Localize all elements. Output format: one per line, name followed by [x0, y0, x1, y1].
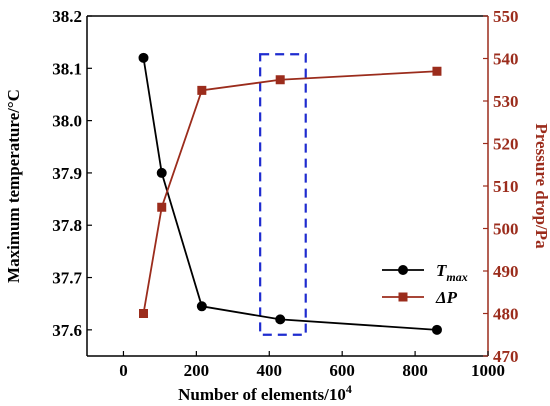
x-axis-title: Number of elements/104 — [178, 382, 352, 404]
y-right-tick-label: 480 — [493, 305, 519, 324]
y-right-tick-label: 550 — [493, 7, 519, 26]
tmax-data-point — [196, 301, 207, 312]
legend-marker-tmax — [398, 265, 408, 275]
x-tick-label: 800 — [402, 361, 428, 380]
plot-frame — [86, 15, 489, 357]
legend-label-dp: ΔP — [435, 288, 458, 307]
legend-marker-dp — [398, 292, 408, 302]
y-right-tick-label: 540 — [493, 50, 519, 69]
pressure-drop-data-point — [139, 309, 149, 318]
tmax-data-point — [156, 167, 167, 178]
y-left-tick-label: 38.1 — [52, 59, 82, 78]
x-axis-title-main: Number of elements/10 — [178, 385, 346, 404]
y-axis-left-title: Maximum temperature/°C — [4, 89, 23, 283]
y-left-tick-label: 37.6 — [52, 321, 82, 340]
tmax-data-point — [431, 324, 442, 335]
legend-label-tmax-main: T — [436, 261, 447, 280]
y-left-tick-label: 37.9 — [52, 164, 82, 183]
tmax-data-point — [275, 314, 286, 325]
x-tick-label: 200 — [184, 361, 210, 380]
pressure-drop-data-point — [275, 75, 285, 85]
legend: Tmax ΔP — [382, 261, 468, 307]
y-right-tick-label: 490 — [493, 262, 519, 281]
tmax-data-point — [138, 52, 149, 63]
x-axis-title-superscript: 4 — [346, 382, 352, 396]
pressure-drop-data-point — [432, 66, 442, 76]
x-tick-label: 600 — [329, 361, 355, 380]
x-tick-label: 400 — [257, 361, 283, 380]
y-left-tick-label: 37.7 — [52, 269, 82, 288]
y-right-tick-label: 530 — [493, 92, 519, 111]
y-right-tick-label: 500 — [493, 220, 519, 239]
y-right-tick-label: 510 — [493, 177, 519, 196]
y-left-tick-label: 37.8 — [52, 216, 82, 235]
tmax-series-line — [142, 57, 438, 331]
y-axis-right-title: Pressure drop/Pa — [532, 123, 550, 249]
y-right-tick-label: 470 — [493, 347, 519, 366]
y-right-tick-label: 520 — [493, 135, 519, 154]
highlight-group — [259, 53, 307, 336]
pressure-drop-data-point — [157, 202, 167, 212]
y-left-tick-label: 38.0 — [52, 112, 82, 131]
ticks-layer: 0 200 400 600 800 1000 37.6 37.7 37.8 37.9 38.0 38.… — [52, 7, 518, 380]
y-left-tick-label: 38.2 — [52, 7, 82, 26]
x-tick-label: 1000 — [471, 361, 505, 380]
legend-label-tmax: Tmax — [436, 261, 468, 284]
pressure-drop-data-point — [197, 85, 207, 95]
x-tick-label: 0 — [119, 361, 128, 380]
series-layer — [138, 52, 442, 335]
highlight-dashed-box — [259, 53, 307, 336]
legend-label-tmax-sub: max — [446, 270, 467, 284]
pressure-drop-series-line — [142, 70, 438, 314]
